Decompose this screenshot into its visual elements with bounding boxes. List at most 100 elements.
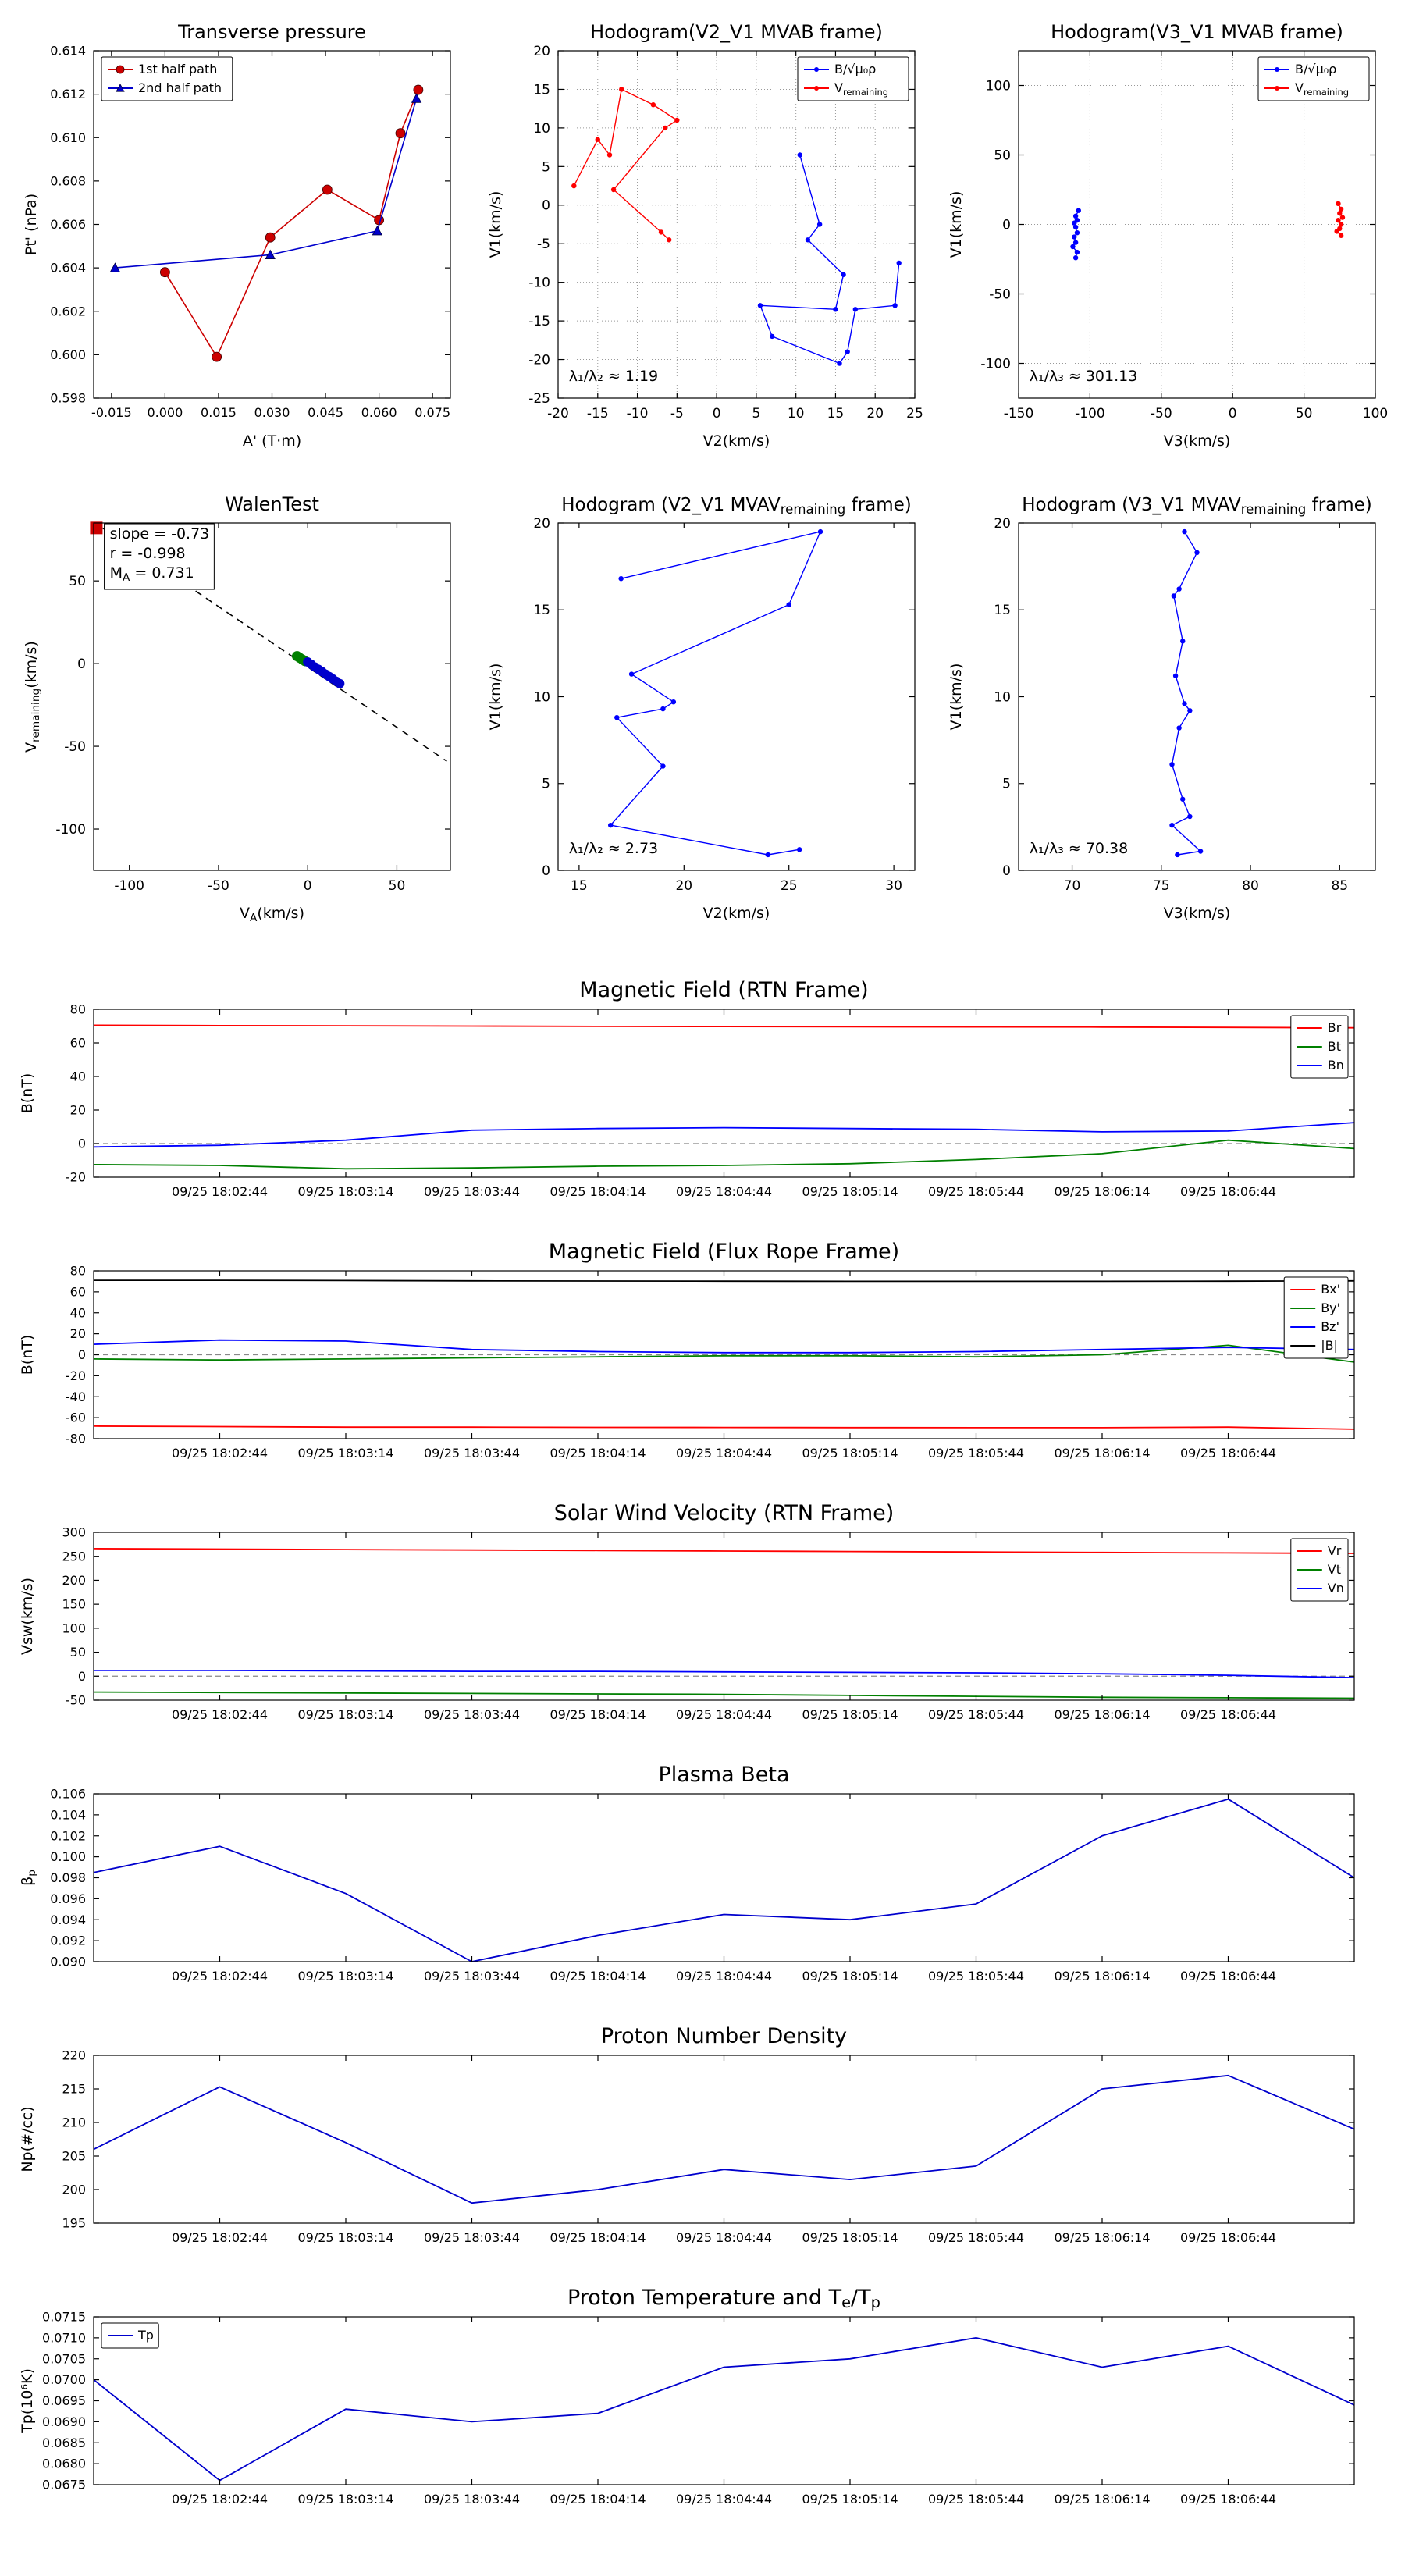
x-axis-label: A' (T·m) [243, 432, 301, 450]
plot-area [558, 523, 915, 870]
y-tick-label: -20 [528, 353, 550, 368]
x-axis: 09/25 18:02:44 09/25 18:03:14 09/25 18:03:… [172, 1707, 1276, 1722]
x-axis: 70 75 80 85 [1064, 878, 1348, 894]
legend-label: Vn [1328, 1581, 1344, 1596]
y-tick-label: 0 [78, 1347, 86, 1362]
series-alfven-velocity [1070, 208, 1081, 261]
axes-frame [93, 50, 451, 399]
ticks [1018, 51, 1376, 398]
y-axis-label: V1(km/s) [948, 191, 965, 258]
x-tick-label: -20 [547, 406, 569, 422]
y-tick-label: -20 [66, 1368, 86, 1383]
y-tick-label: 10 [533, 689, 550, 705]
y-tick-label: 300 [62, 1525, 86, 1540]
hodogram-v3v1-mvab-chart: -150 -100 -50 0 50 100 -100 -50 0 50 100 Hodogram(V… [948, 21, 1388, 450]
annotation: λ₁/λ₃ ≈ 70.38 [1030, 840, 1129, 857]
legend-label: 2nd half path [138, 80, 222, 95]
y-tick-label: 0.094 [50, 1912, 86, 1927]
y-axis: -25 -20 -15 -10 -5 0 5 10 15 20 [528, 44, 550, 407]
legend-label: Vt [1328, 1562, 1341, 1577]
chart-title: Plasma Beta [658, 1763, 789, 1787]
x-tick-label: -10 [627, 406, 649, 422]
legend-label: Br [1328, 1020, 1342, 1035]
series-second-half-path [109, 93, 422, 272]
y-axis-label: Pt' (nPa) [23, 194, 40, 255]
x-tick-label: 09/25 18:06:44 [1180, 1446, 1276, 1461]
x-tick-label: 20 [675, 878, 692, 894]
ticks [94, 1270, 1354, 1439]
series-beta-p [93, 1798, 1355, 1962]
axes-frame [93, 1009, 1355, 1178]
x-tick-label: 0 [304, 878, 312, 894]
ticks [94, 523, 450, 870]
x-tick-label: 10 [788, 406, 805, 422]
ticks [94, 1009, 1354, 1178]
x-tick-label: 0.060 [361, 405, 397, 420]
y-tick-label: 0.0690 [42, 2414, 86, 2429]
annotation-line: λ₁/λ₃ ≈ 301.13 [1030, 368, 1138, 385]
series-bn [93, 1122, 1355, 1148]
y-tick-label: 0.610 [50, 130, 86, 145]
chart-title: Hodogram (V3_V1 MVAVremaining frame) [1022, 495, 1372, 517]
y-tick-label: 20 [533, 44, 550, 59]
legend: B/√μ₀ρ Vremaining [1257, 56, 1370, 101]
axes-frame [93, 2055, 1355, 2224]
legend: Bx' By' Bz' |B| [1283, 1276, 1349, 1359]
x-tick-label: 09/25 18:05:14 [802, 2230, 898, 2245]
plot-area [94, 2317, 1354, 2485]
x-axis: -0.015 0.000 0.015 0.030 0.045 0.060 0.075 [91, 405, 450, 420]
y-axis: -20 0 20 40 60 80 [66, 1002, 86, 1185]
x-tick-label: 09/25 18:06:44 [1180, 2230, 1276, 2245]
y-tick-label: 0.598 [50, 391, 86, 406]
annotation-line: λ₁/λ₂ ≈ 2.73 [569, 840, 658, 857]
y-tick-label: 0.0715 [42, 2310, 86, 2325]
y-tick-label: -20 [66, 1170, 86, 1185]
series-v-remaining-path [608, 528, 823, 858]
x-tick-label: 09/25 18:03:14 [297, 1446, 393, 1461]
y-tick-label: -50 [66, 1693, 86, 1708]
y-tick-label: -50 [989, 286, 1011, 302]
y-tick-label: 0.0710 [42, 2330, 86, 2345]
y-axis: 195 200 205 210 215 220 [62, 2048, 86, 2231]
y-tick-label: 0.0680 [42, 2457, 86, 2471]
y-tick-label: 0.092 [50, 1934, 86, 1948]
ticks [557, 50, 916, 399]
legend-label: 1st half path [138, 62, 217, 76]
series-corner-marker [90, 521, 103, 535]
y-axis-label: Vsw(km/s) [19, 1578, 36, 1655]
x-tick-label: 75 [1153, 878, 1170, 894]
legend-label: Tp [137, 2328, 154, 2343]
y-axis-label: V1(km/s) [487, 191, 504, 258]
annotation-line: λ₁/λ₃ ≈ 70.38 [1030, 840, 1129, 857]
x-tick-label: 09/25 18:04:14 [550, 1184, 646, 1199]
x-tick-label: 0.075 [414, 405, 450, 420]
panel-hodogram-v2v1-mvab: -20 -15 -10 -5 0 5 10 15 20 25 -25 -20 -15 -10 -5 0 5 10 1… [487, 8, 929, 457]
y-axis: 0 5 10 15 20 [533, 516, 550, 879]
y-tick-label: 5 [542, 777, 550, 792]
legend-label: Bx' [1321, 1282, 1340, 1297]
legend-label: |B| [1321, 1338, 1338, 1353]
y-tick-label: 220 [62, 2048, 86, 2063]
proton-temperature-chart: 09/25 18:02:44 09/25 18:03:14 09/25 18:03:… [19, 2286, 1355, 2507]
x-tick-label: 70 [1064, 878, 1081, 894]
series-bx-prime [93, 1425, 1355, 1430]
y-axis-label: V1(km/s) [948, 664, 965, 731]
y-tick-label: 0 [1002, 217, 1011, 233]
annotation: λ₁/λ₂ ≈ 1.19 [569, 368, 658, 385]
annotation-line: MA = 0.731 [110, 564, 194, 584]
y-tick-label: 215 [62, 2082, 86, 2097]
y-tick-label: 15 [994, 603, 1011, 618]
y-tick-label: -15 [528, 314, 550, 329]
x-tick-label: 09/25 18:04:44 [676, 1446, 772, 1461]
y-tick-label: 200 [62, 2183, 86, 2197]
y-tick-label: 195 [62, 2216, 86, 2231]
y-axis: 0.0675 0.0680 0.0685 0.0690 0.0695 0.0700 0.07… [42, 2310, 86, 2492]
legend-label: Bn [1328, 1058, 1344, 1073]
solar-wind-velocity-rtn-chart: 09/25 18:02:44 09/25 18:03:14 09/25 18:03:… [19, 1501, 1355, 1722]
x-tick-label: 25 [781, 878, 798, 894]
x-axis: 15 20 25 30 [571, 878, 902, 894]
y-tick-label: 5 [1002, 777, 1011, 792]
x-tick-label: 09/25 18:06:14 [1054, 1446, 1150, 1461]
annotation-line: r = -0.998 [110, 545, 186, 562]
